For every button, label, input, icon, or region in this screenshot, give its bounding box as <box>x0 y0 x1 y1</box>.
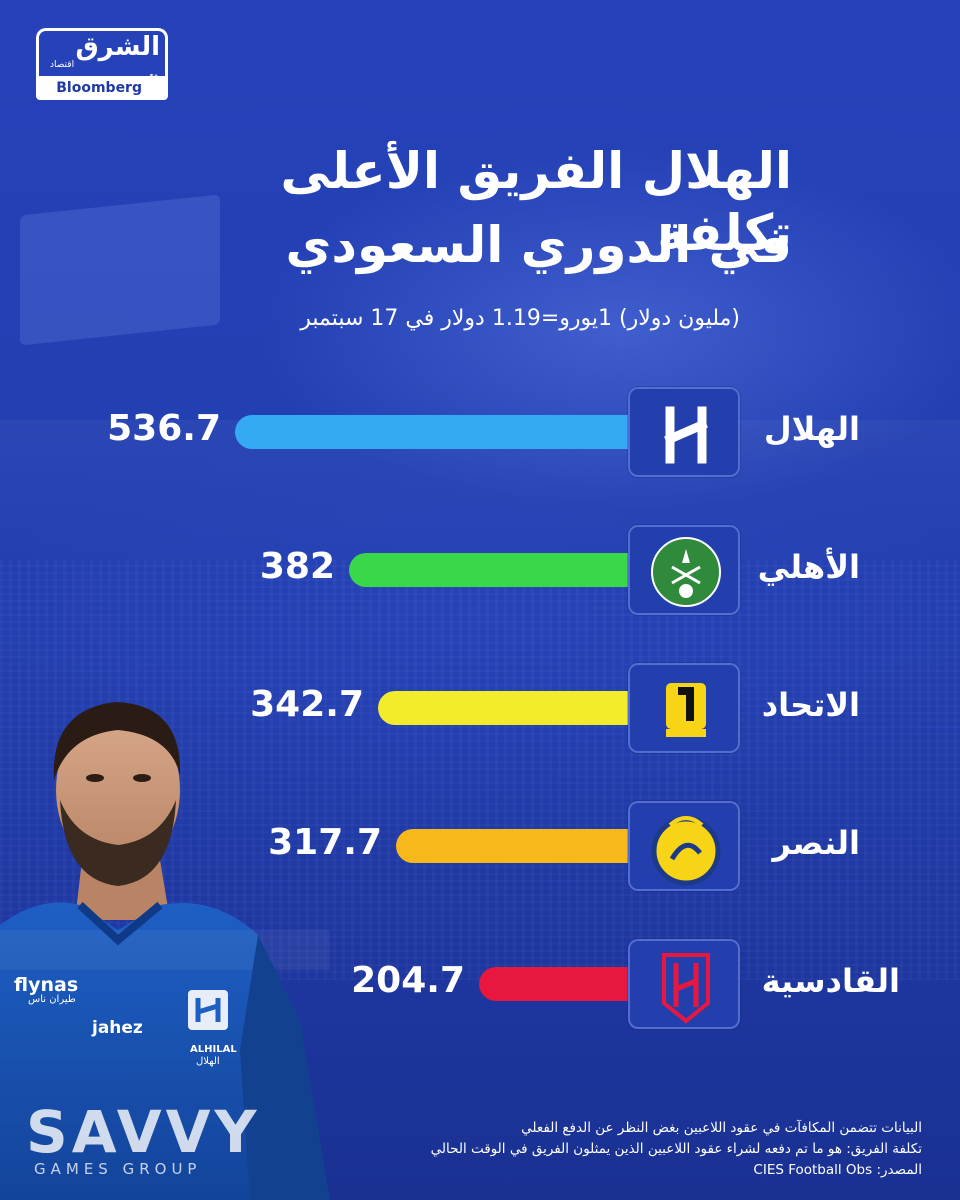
team-crest-badge-5 <box>628 939 740 1029</box>
team-label-4: النصر <box>772 824 860 862</box>
team-crest-badge-3 <box>628 663 740 753</box>
shirt-club-name-ar: الهلال <box>196 1056 220 1067</box>
shirt-sponsor-airline: flynas <box>14 974 79 996</box>
team-crest-badge-4 <box>628 801 740 891</box>
alnassr-crest-icon <box>651 816 721 886</box>
alhilal-crest-icon <box>664 406 708 464</box>
logo-partner-bar <box>36 76 168 100</box>
bar-5 <box>479 967 634 1001</box>
bar-value-label-1: 536.7 <box>107 408 221 449</box>
shirt-club-name: ALHILAL <box>190 1044 237 1055</box>
team-crest-badge-2 <box>628 525 740 615</box>
shirt-sponsor-airline-ar: طيران ناس <box>28 994 76 1005</box>
asharq-bloomberg-logo: الشرق اقتصاد مع Bloomberg <box>36 28 168 100</box>
footnote-1: البيانات تتضمن المكافآت في عقود اللاعبين… <box>521 1120 922 1136</box>
bar-3 <box>378 691 634 725</box>
logo-with: مع <box>149 70 158 79</box>
alqadsiah-crest-icon <box>662 953 710 1024</box>
team-label-3: الاتحاد <box>761 686 860 724</box>
headline-line-2: في الدوري السعودي <box>285 216 792 274</box>
player-photo <box>0 702 330 1200</box>
team-cost-bar-chart: 536.7 الهلال 382 الأهلي 342.7 الاتحاد 317.7 الن… <box>0 370 960 1050</box>
logo-brand-sub: اقتصاد <box>50 60 75 70</box>
shirt-main-sponsor: SAVVY <box>26 1098 261 1166</box>
alittihad-crest-icon <box>666 683 706 737</box>
bar-value-label-4: 317.7 <box>268 822 382 863</box>
bar-value-label-5: 204.7 <box>351 960 465 1001</box>
bar-4 <box>396 829 634 863</box>
team-label-5: القادسية <box>761 962 900 1000</box>
footnote-2: تكلفة الفريق: هو ما تم دفعه لشراء عقود ا… <box>430 1141 922 1157</box>
chart-subtitle: (مليون دولار) 1يورو=1.19 دولار في 17 سبت… <box>300 306 740 331</box>
bar-1 <box>235 415 634 449</box>
logo-frame <box>36 28 168 76</box>
bar-value-label-3: 342.7 <box>250 684 364 725</box>
headline-line-1: الهلال الفريق الأعلى تكلفة <box>280 142 792 262</box>
bar-2 <box>349 553 634 587</box>
shirt-main-sponsor-sub: GAMES GROUP <box>34 1160 202 1178</box>
alahli-crest-icon <box>651 537 721 607</box>
footnotes: البيانات تتضمن المكافآت في عقود اللاعبين… <box>382 1118 922 1181</box>
team-label-1: الهلال <box>763 410 860 448</box>
source-note: المصدر: CIES Football Obs <box>753 1162 922 1178</box>
logo-partner: Bloomberg <box>56 80 142 96</box>
logo-brand-name: الشرق <box>75 32 160 62</box>
shirt-kit-sponsor: jahez <box>92 1018 143 1038</box>
team-crest-badge-1 <box>628 387 740 477</box>
team-label-2: الأهلي <box>757 548 860 586</box>
bar-value-label-2: 382 <box>259 546 335 587</box>
